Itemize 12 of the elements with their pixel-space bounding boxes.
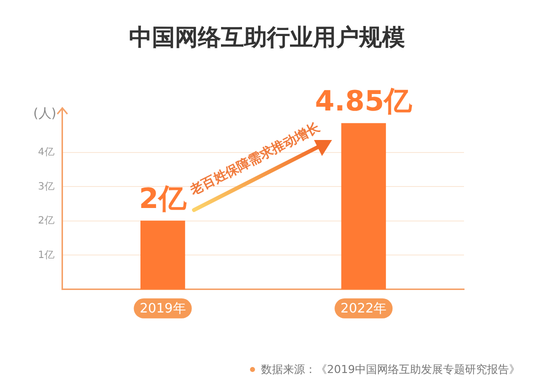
y-tick-label: 4亿 (38, 147, 54, 158)
x-tick-label: 2019年 (140, 302, 186, 317)
y-tick-label: 3亿 (38, 181, 54, 192)
x-tick-label: 2022年 (340, 302, 387, 317)
data-label: 2亿 (139, 182, 188, 216)
chart-title: 中国网络互助行业用户规模 (128, 24, 406, 53)
y-tick-label: 2亿 (38, 216, 54, 227)
data-label: 4.85亿 (315, 84, 414, 118)
y-tick-label: 1亿 (38, 250, 54, 261)
annotation: 老百姓保障需求推动增长 (188, 120, 322, 199)
source-note: 数据来源：《2019中国网络互助发展专题研究报告》 (261, 362, 520, 377)
y-axis-title: (人) (33, 106, 56, 122)
